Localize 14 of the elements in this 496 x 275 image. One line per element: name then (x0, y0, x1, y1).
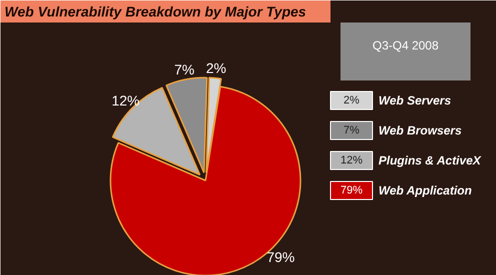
text: 7% (344, 124, 360, 136)
data-label: 7% (174, 62, 194, 78)
legend-label: Web Application (378, 184, 472, 198)
chart-title: Web Vulnerability Breakdown by Major Types (4, 4, 306, 20)
text: 2% (344, 94, 360, 106)
chart-subtitle: Q3-Q4 2008 (372, 38, 439, 52)
data-label: 79% (266, 249, 295, 266)
text: 79% (340, 184, 363, 196)
legend-label: Web Browsers (378, 124, 462, 138)
legend-label: Web Servers (378, 94, 452, 108)
data-label: 12% (112, 92, 140, 109)
data-label: 2% (206, 60, 226, 76)
text: 12% (340, 154, 363, 166)
legend-label: Plugins & ActiveX (378, 154, 482, 168)
